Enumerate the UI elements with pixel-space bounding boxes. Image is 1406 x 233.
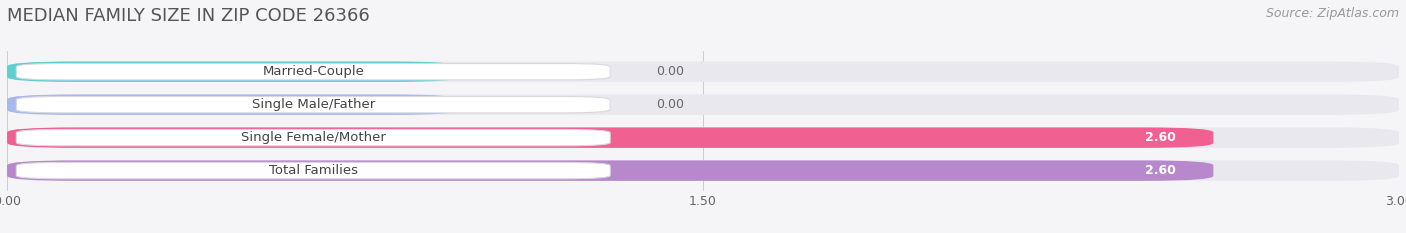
Text: Single Female/Mother: Single Female/Mother [240, 131, 385, 144]
FancyBboxPatch shape [7, 127, 1399, 148]
Text: 0.00: 0.00 [657, 65, 685, 78]
FancyBboxPatch shape [17, 96, 610, 113]
Text: 2.60: 2.60 [1146, 131, 1177, 144]
Text: 2.60: 2.60 [1146, 164, 1177, 177]
FancyBboxPatch shape [7, 160, 1399, 181]
Text: 0.00: 0.00 [657, 98, 685, 111]
FancyBboxPatch shape [17, 162, 610, 179]
FancyBboxPatch shape [7, 94, 460, 115]
FancyBboxPatch shape [17, 64, 610, 80]
FancyBboxPatch shape [7, 160, 1213, 181]
Text: MEDIAN FAMILY SIZE IN ZIP CODE 26366: MEDIAN FAMILY SIZE IN ZIP CODE 26366 [7, 7, 370, 25]
FancyBboxPatch shape [7, 62, 460, 82]
FancyBboxPatch shape [7, 127, 1213, 148]
Text: Single Male/Father: Single Male/Father [252, 98, 375, 111]
FancyBboxPatch shape [7, 62, 1399, 82]
Text: Married-Couple: Married-Couple [263, 65, 364, 78]
Text: Source: ZipAtlas.com: Source: ZipAtlas.com [1265, 7, 1399, 20]
Text: Total Families: Total Families [269, 164, 357, 177]
FancyBboxPatch shape [7, 94, 1399, 115]
FancyBboxPatch shape [17, 130, 610, 146]
